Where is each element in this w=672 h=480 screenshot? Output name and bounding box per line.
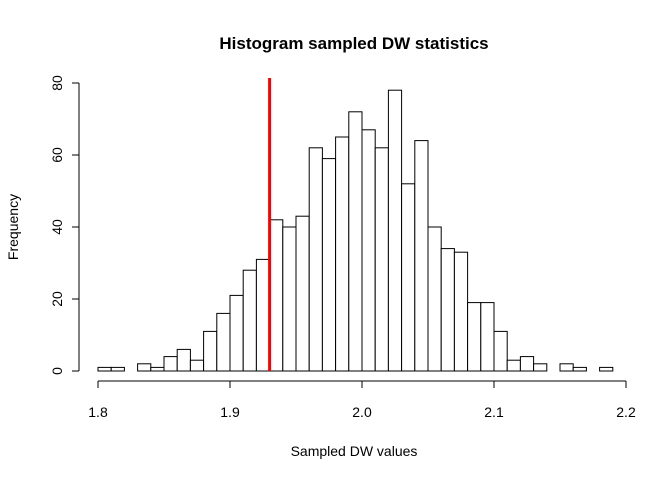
histogram-bar: [453, 251, 469, 372]
histogram-bars: [97, 89, 614, 372]
x-tick-label: 1.9: [220, 404, 240, 420]
histogram-bar: [493, 330, 508, 372]
histogram-bar: [269, 219, 284, 372]
histogram-bar: [361, 129, 376, 372]
histogram-bar: [414, 140, 429, 372]
histogram-bar: [150, 366, 165, 372]
histogram-bar: [387, 89, 403, 372]
x-tick-label: 2.2: [616, 404, 636, 420]
histogram-bar: [572, 366, 587, 372]
histogram-bar: [97, 366, 112, 372]
histogram-bar: [295, 215, 310, 372]
histogram-bar: [559, 363, 574, 372]
histogram-bar: [506, 359, 521, 372]
histogram-bar: [203, 330, 218, 372]
x-tick-label: 1.8: [88, 404, 108, 420]
histogram-bar: [519, 356, 535, 372]
y-tick-label: 20: [49, 291, 65, 307]
histogram-bar: [599, 366, 614, 372]
histogram-bar: [480, 302, 495, 372]
x-axis-label: Sampled DW values: [291, 443, 418, 459]
histogram-bar: [348, 111, 363, 372]
histogram-bar: [229, 294, 244, 372]
y-tick-label: 80: [49, 75, 65, 91]
histogram-bar: [137, 363, 152, 372]
chart-title: Histogram sampled DW statistics: [219, 34, 488, 53]
histogram-bar: [427, 226, 442, 372]
histogram-bar: [242, 269, 257, 372]
histogram-bar: [440, 248, 455, 372]
histogram-bar: [189, 359, 205, 372]
histogram-bar: [321, 158, 337, 372]
histogram-bar: [176, 348, 191, 372]
y-tick-label: 40: [49, 219, 65, 235]
histogram-bar: [308, 147, 323, 372]
histogram-bar: [533, 363, 548, 372]
histogram-bar: [163, 356, 178, 372]
x-axis: 1.8 1.9 2.0 2.1 2.2: [88, 380, 636, 420]
y-axis-label: Frequency: [5, 194, 21, 260]
histogram-bar: [467, 302, 482, 372]
y-tick-label: 0: [49, 367, 65, 375]
histogram-bar: [110, 366, 125, 372]
x-tick-label: 2.1: [484, 404, 504, 420]
histogram-bar: [255, 258, 271, 372]
histogram-bar: [374, 147, 389, 372]
y-tick-label: 60: [49, 147, 65, 163]
y-axis: 0 20 40 60 80: [49, 75, 80, 375]
histogram-bar: [335, 136, 350, 372]
histogram-bar: [216, 312, 231, 372]
x-tick-label: 2.0: [352, 404, 372, 420]
histogram-bar: [401, 183, 416, 372]
histogram-bar: [282, 226, 297, 372]
